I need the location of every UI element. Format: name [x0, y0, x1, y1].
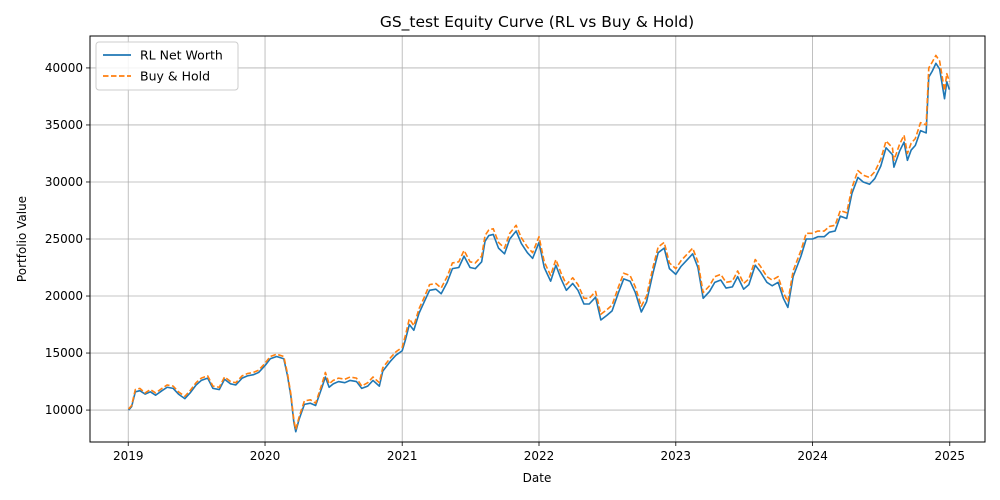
y-axis-ticks: 10000 15000 20000 25000 30000 35000 40000 — [45, 61, 90, 417]
y-tick-label: 35000 — [45, 118, 83, 132]
chart-title: GS_test Equity Curve (RL vs Buy & Hold) — [380, 13, 694, 32]
x-tick-label: 2022 — [524, 449, 555, 463]
x-tick-label: 2025 — [934, 449, 965, 463]
y-tick-label: 15000 — [45, 346, 83, 360]
series-line-buy-hold — [127, 54, 951, 431]
y-tick-label: 20000 — [45, 289, 83, 303]
y-tick-label: 10000 — [45, 403, 83, 417]
x-axis-label: Date — [523, 471, 552, 485]
x-tick-label: 2021 — [387, 449, 418, 463]
x-tick-label: 2019 — [113, 449, 144, 463]
legend: RL Net Worth Buy & Hold — [95, 41, 239, 91]
legend-label-buy-and-hold: Buy & Hold — [140, 69, 210, 84]
series-line-rl-net-worth — [127, 62, 951, 433]
series-layer — [127, 54, 951, 433]
legend-box — [95, 41, 239, 91]
y-axis-label: Portfolio Value — [15, 196, 29, 282]
legend-label-rl-net-worth: RL Net Worth — [140, 48, 223, 63]
y-tick-label: 25000 — [45, 232, 83, 246]
x-axis-ticks: 2019 2020 2021 2022 2023 2024 2025 — [113, 442, 965, 463]
y-tick-label: 30000 — [45, 175, 83, 189]
x-tick-label: 2023 — [661, 449, 692, 463]
x-tick-label: 2020 — [250, 449, 281, 463]
x-tick-label: 2024 — [797, 449, 828, 463]
y-tick-label: 40000 — [45, 61, 83, 75]
